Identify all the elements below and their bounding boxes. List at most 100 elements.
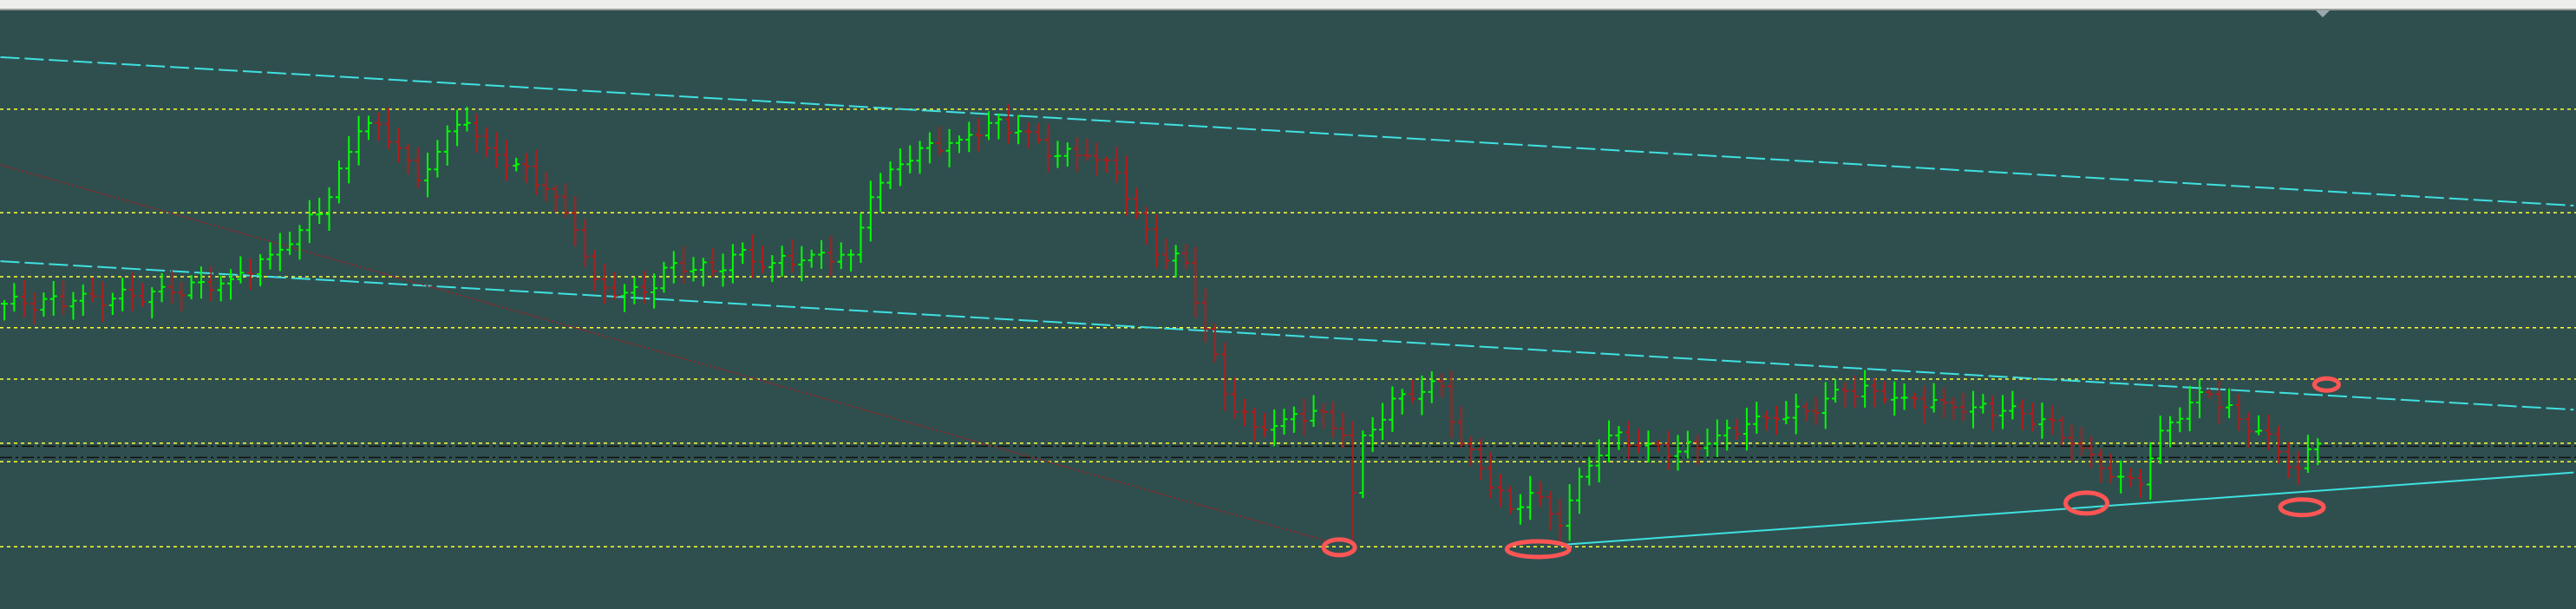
- ohlc-bar: [1487, 451, 1494, 499]
- ohlc-bar: [1999, 395, 2007, 429]
- ohlc-bar: [1231, 377, 1239, 420]
- ohlc-bar: [49, 280, 57, 316]
- ohlc-bar: [1024, 121, 1032, 148]
- ohlc-bar: [325, 187, 333, 232]
- ohlc-bar: [1959, 392, 1967, 422]
- ohlc-bar: [1970, 390, 1977, 429]
- ohlc-bar: [1093, 142, 1101, 176]
- ohlc-bar: [2136, 468, 2144, 498]
- ohlc-bar: [207, 265, 215, 302]
- ohlc-bar: [1339, 411, 1347, 449]
- ohlc-bar: [1684, 430, 1691, 459]
- ohlc-bar: [2304, 435, 2311, 473]
- ohlc-bar: [89, 277, 97, 303]
- ohlc-bar: [2215, 380, 2223, 424]
- ohlc-bar: [1507, 486, 1514, 514]
- ohlc-bar: [1319, 403, 1327, 429]
- ohlc-bar: [1389, 386, 1396, 432]
- ohlc-bar: [246, 258, 254, 291]
- ohlc-bar: [1832, 379, 1840, 403]
- ohlc-bar: [395, 128, 402, 163]
- ohlc-bar: [355, 115, 363, 166]
- ohlc-bar: [532, 149, 539, 195]
- ohlc-bar: [138, 283, 146, 307]
- ohlc-bar: [1103, 156, 1111, 174]
- ohlc-bar: [1950, 396, 1958, 421]
- ohlc-bar: [1723, 419, 1731, 451]
- ohlc-bar: [1635, 428, 1643, 454]
- ohlc-bar: [1861, 370, 1869, 408]
- ohlc-bar: [1133, 187, 1141, 219]
- ohlc-bar: [217, 275, 225, 302]
- ohlc-bar: [1615, 426, 1623, 450]
- ohlc-bar: [522, 153, 530, 183]
- ohlc-bar: [463, 107, 471, 132]
- ohlc-bar: [1, 299, 8, 321]
- ohlc-bar: [758, 246, 766, 274]
- ohlc-bar: [847, 249, 855, 272]
- ohlc-bar: [719, 253, 727, 287]
- ohlc-bar: [925, 132, 933, 164]
- ohlc-bar: [1654, 440, 1662, 453]
- ohlc-bar: [1034, 123, 1042, 144]
- ohlc-bar: [621, 284, 629, 312]
- ohlc-bar: [1497, 474, 1505, 508]
- ohlc-bar: [2245, 412, 2252, 448]
- ohlc-bar: [739, 242, 747, 265]
- ohlc-bar: [2147, 442, 2154, 501]
- ohlc-bar: [502, 139, 510, 181]
- ohlc-bars: [1, 104, 2322, 544]
- ohlc-bar: [561, 183, 569, 218]
- ohlc-bar: [631, 277, 638, 304]
- ohlc-bar: [552, 185, 559, 213]
- ohlc-bar: [1457, 406, 1465, 449]
- ohlc-bar: [178, 281, 186, 311]
- ohlc-bar: [2265, 415, 2272, 450]
- ohlc-bar: [1713, 419, 1721, 457]
- ohlc-bar: [1556, 499, 1564, 544]
- ohlc-bar: [1260, 413, 1268, 437]
- ohlc-bar: [896, 148, 904, 187]
- ohlc-bar: [375, 112, 382, 141]
- ohlc-bar: [2077, 427, 2085, 456]
- ohlc-bar: [2255, 415, 2263, 435]
- ohlc-bar: [709, 248, 717, 278]
- trendline: [0, 164, 1331, 543]
- ohlc-bar: [965, 121, 973, 153]
- ohlc-bar: [729, 244, 736, 284]
- ohlc-bar: [69, 291, 77, 320]
- ohlc-bar: [2068, 424, 2076, 461]
- ohlc-bar: [1664, 430, 1672, 470]
- ohlc-bar: [483, 127, 491, 158]
- ohlc-bar: [798, 246, 806, 282]
- ohlc-bar: [227, 269, 235, 300]
- ohlc-bar: [99, 281, 107, 322]
- ohlc-bar: [1409, 379, 1416, 403]
- ohlc-bar: [296, 225, 304, 260]
- ohlc-bar: [1595, 439, 1603, 482]
- ohlc-bar: [1536, 481, 1544, 507]
- ohlc-bar: [1920, 385, 1928, 424]
- ohlc-bar: [945, 128, 953, 167]
- ohlc-bar: [434, 140, 441, 178]
- ohlc-bar: [936, 126, 944, 157]
- ohlc-bar: [1271, 409, 1278, 447]
- ohlc-bar: [906, 145, 914, 174]
- ohlc-bar: [1576, 467, 1583, 514]
- ohlc-bar: [778, 246, 786, 277]
- ohlc-bar: [1398, 389, 1406, 415]
- ohlc-bar: [1989, 395, 1997, 431]
- ohlc-bar: [1546, 490, 1553, 531]
- ohlc-bar: [581, 219, 589, 267]
- ohlc-bar: [1359, 430, 1367, 499]
- ohlc-bar: [345, 135, 353, 184]
- ohlc-bar: [1910, 392, 1918, 409]
- ohlc-bar: [316, 197, 324, 225]
- ohlc-bar: [443, 125, 451, 166]
- chart-shift-marker-icon[interactable]: [2316, 10, 2330, 17]
- trendlines: [0, 56, 2574, 547]
- ohlc-bar: [2176, 407, 2184, 433]
- ohlc-bar: [10, 283, 18, 312]
- ohlc-bar: [1900, 383, 1908, 410]
